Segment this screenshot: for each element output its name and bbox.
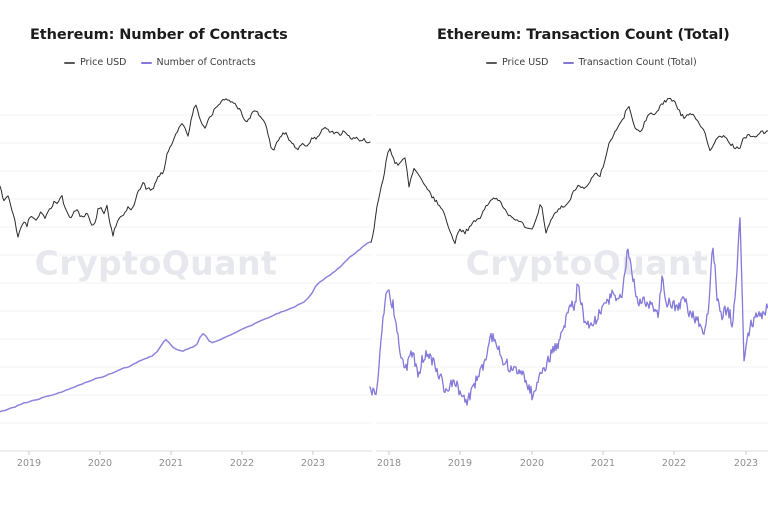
- legend-item-price-usd[interactable]: Price USD: [486, 57, 549, 68]
- legend-label: Price USD: [80, 57, 127, 68]
- line-swatch-icon: [64, 61, 75, 64]
- legend-item-transaction-count[interactable]: Transaction Count (Total): [562, 57, 697, 68]
- transactions-series-price-usd-line: [370, 97, 768, 245]
- x-tick-label: 2020: [520, 458, 544, 469]
- legend-item-price-usd[interactable]: Price USD: [64, 57, 127, 68]
- line-swatch-icon: [562, 61, 574, 64]
- contracts-chart-area[interactable]: CryptoQuant 2019 2020 2021 2022 2023: [0, 98, 372, 469]
- legend-label: Number of Contracts: [156, 57, 256, 68]
- chart-legend-contracts: Price USD Number of Contracts: [64, 57, 256, 68]
- x-tick-label: 2022: [230, 458, 254, 469]
- x-tick-label: 2019: [448, 458, 472, 469]
- line-swatch-icon: [486, 61, 497, 64]
- transactions-chart-area[interactable]: CryptoQuant 2018 2019 2020 2021 2022 2023: [369, 97, 768, 469]
- line-swatch-icon: [140, 61, 152, 64]
- contracts-series-number-of-contracts-line: [0, 241, 371, 413]
- legend-label: Price USD: [502, 57, 549, 68]
- x-tick-label: 2023: [301, 458, 325, 469]
- x-tick-label: 2021: [591, 458, 615, 469]
- x-tick-label: 2023: [734, 458, 758, 469]
- cryptoquant-watermark: CryptoQuant: [35, 244, 278, 283]
- legend-item-number-of-contracts[interactable]: Number of Contracts: [140, 57, 256, 68]
- chart-title-transactions: Ethereum: Transaction Count (Total): [437, 27, 730, 43]
- x-tick-label: 2020: [88, 458, 112, 469]
- x-tick-label: 2021: [159, 458, 183, 469]
- chart-title-contracts: Ethereum: Number of Contracts: [30, 27, 288, 43]
- transactions-series-transaction-count-total--line: [369, 217, 768, 406]
- contracts-series-price-usd-line: [0, 98, 371, 238]
- x-tick-label: 2019: [17, 458, 41, 469]
- x-tick-label: 2018: [377, 458, 401, 469]
- x-tick-label: 2022: [662, 458, 686, 469]
- legend-label: Transaction Count (Total): [578, 57, 697, 68]
- chart-legend-transactions: Price USD Transaction Count (Total): [486, 57, 697, 68]
- cryptoquant-watermark: CryptoQuant: [466, 244, 709, 283]
